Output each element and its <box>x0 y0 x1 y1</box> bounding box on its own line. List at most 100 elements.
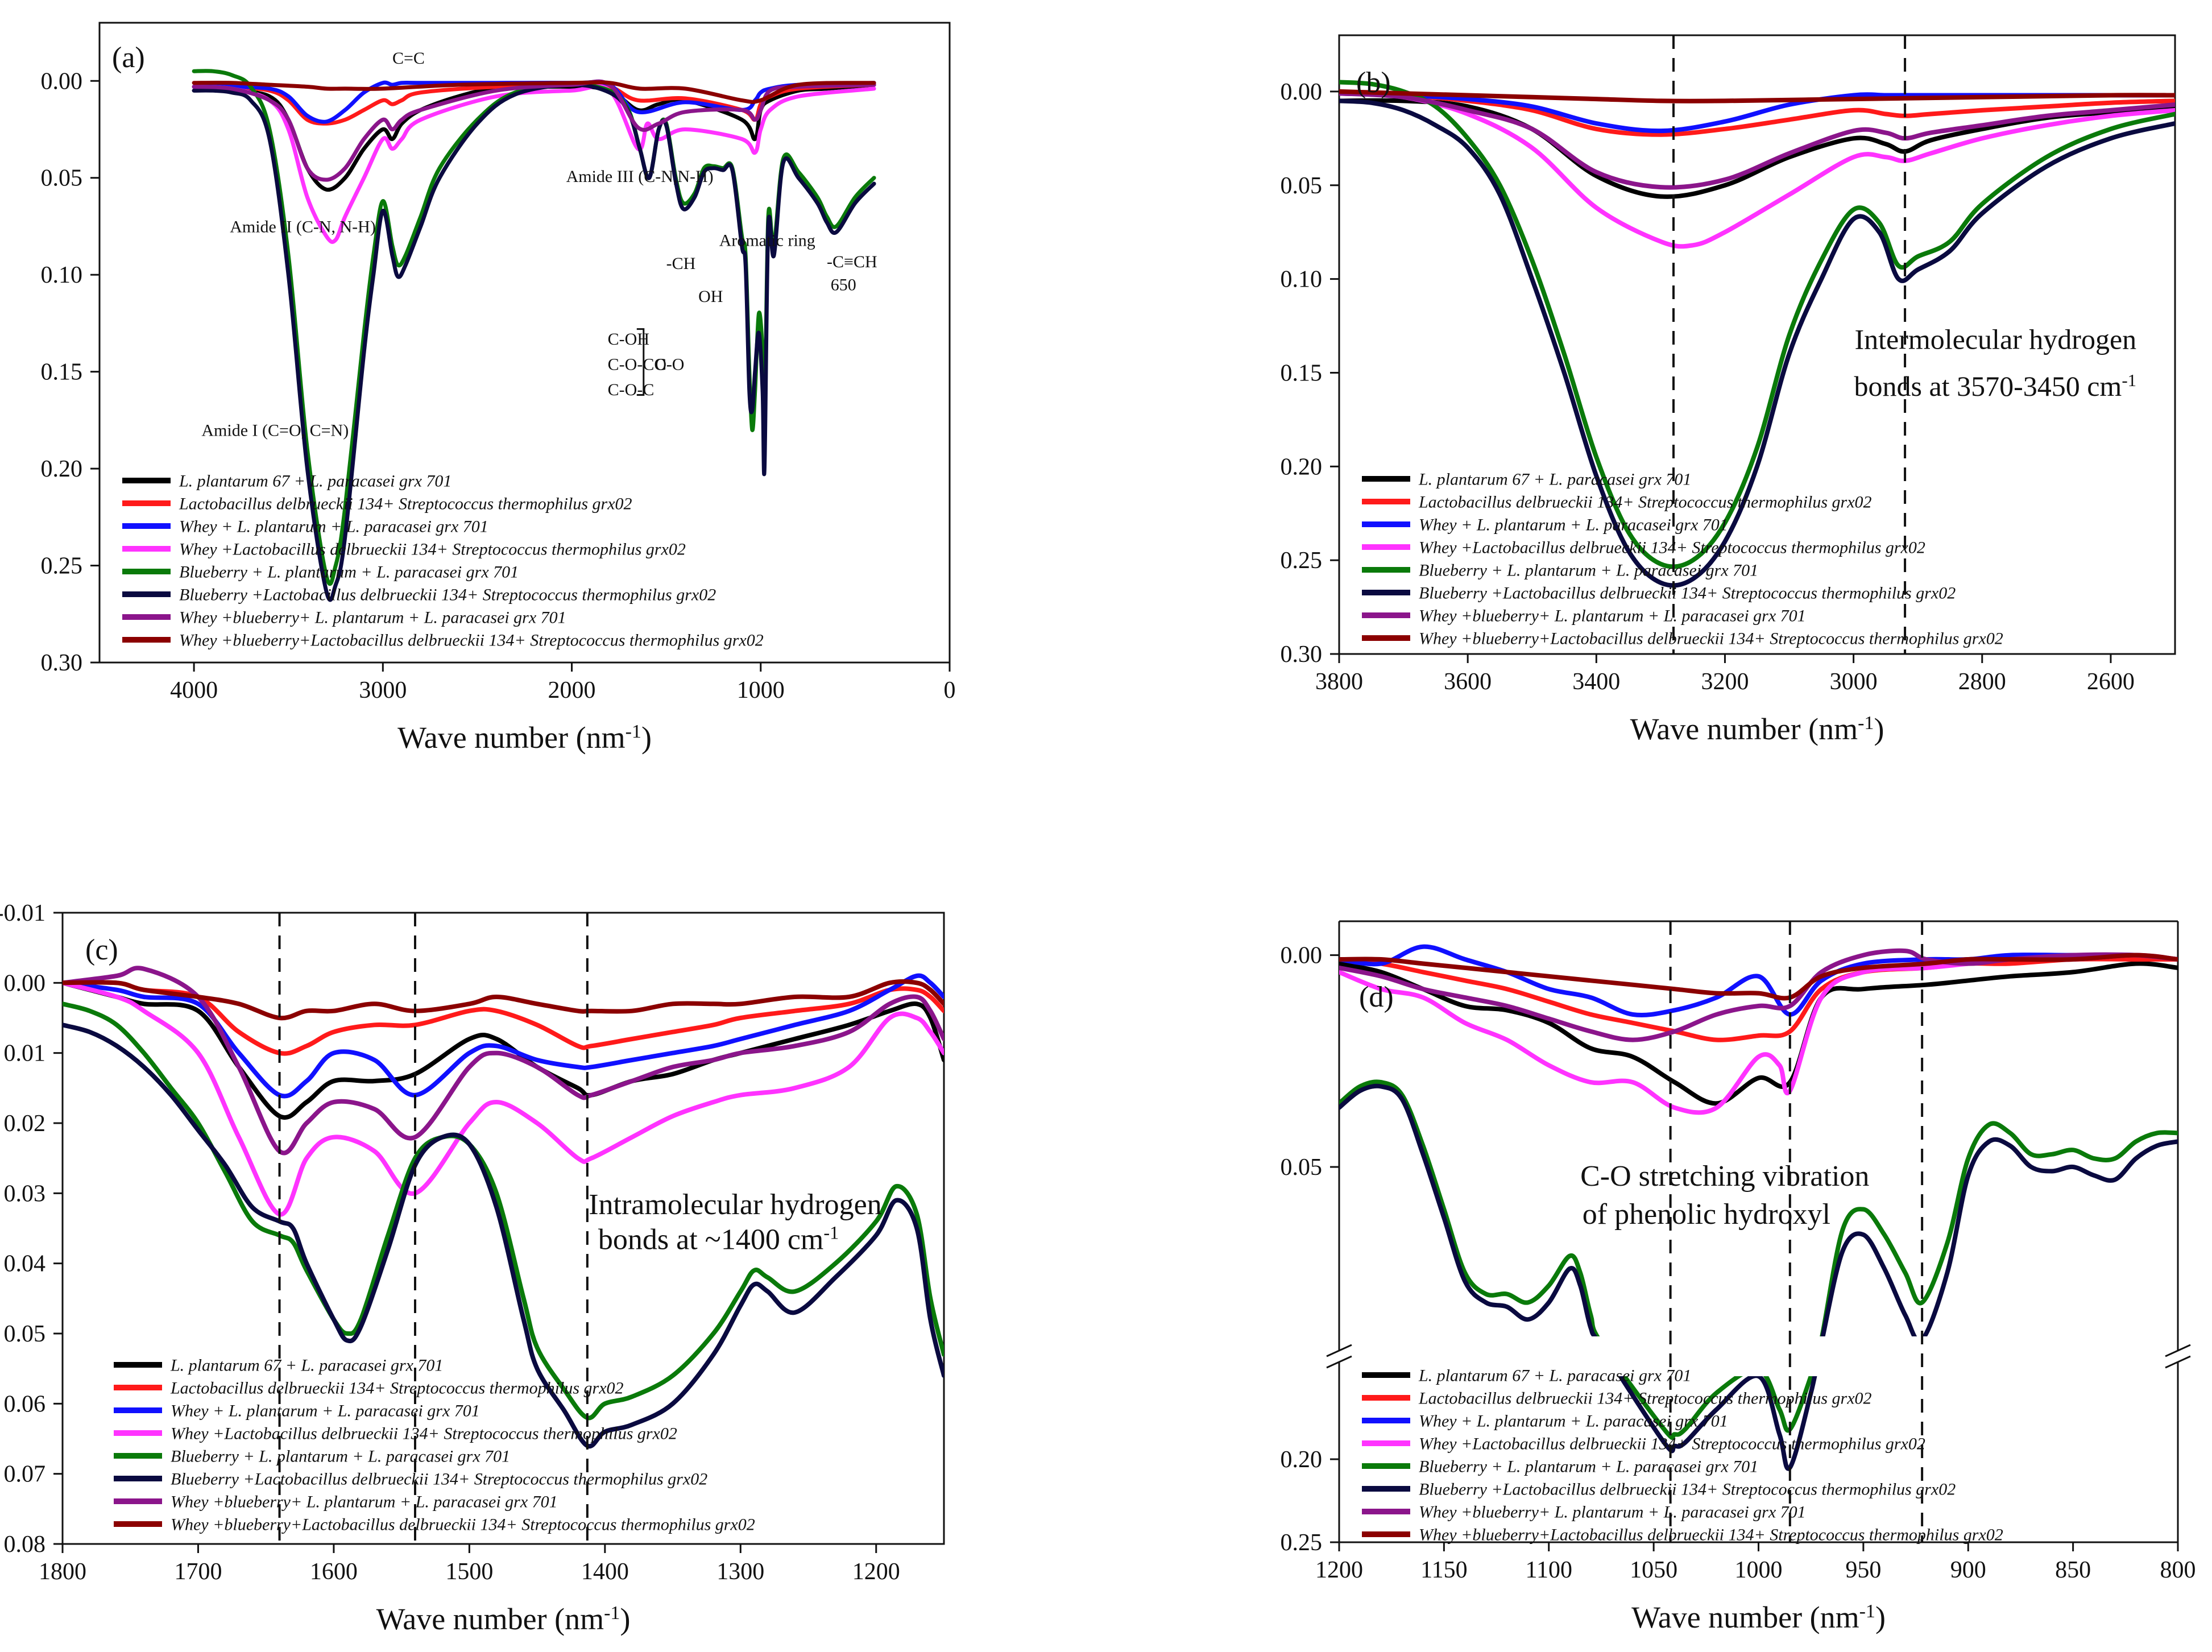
annotation-text: of phenolic hydroxyl <box>1583 1198 1830 1231</box>
series-line <box>63 966 944 1156</box>
axis-break-mark <box>1326 1344 1352 1357</box>
annotation: C-OH <box>608 330 649 349</box>
legend-label: Lactobacillus delbrueckii 134+ Streptoco… <box>170 1379 624 1398</box>
annotation-text: Intramolecular hydrogen <box>589 1189 881 1221</box>
legend-label: Whey +blueberry+Lactobacillus delbruecki… <box>179 631 764 650</box>
legend-label: Whey +blueberry+Lactobacillus delbruecki… <box>1419 1526 2003 1545</box>
x-tick-label: 1000 <box>737 677 785 703</box>
legend-label: Whey +Lactobacillus delbrueckii 134+ Str… <box>179 540 686 559</box>
annotation: C=C <box>392 49 425 68</box>
legend-label: Lactobacillus delbrueckii 134+ Streptoco… <box>1418 493 1872 512</box>
annotation-sup: -1 <box>823 1223 839 1243</box>
annotation-text: Intermolecular hydrogen <box>1855 324 2137 355</box>
y-tick-label: 0.00 <box>1281 79 1323 105</box>
series-line <box>1339 957 2178 1042</box>
x-tick-label: 2000 <box>548 677 596 703</box>
annotation-text: bonds at ~1400 cm <box>598 1224 823 1256</box>
x-tick-label: 0 <box>944 677 956 703</box>
legend-label: Whey +blueberry+ L. plantarum + L. parac… <box>179 608 566 627</box>
y-tick-label: 0.10 <box>1281 267 1323 293</box>
annotation: of phenolic hydroxyl <box>1583 1198 1830 1231</box>
series-line <box>192 84 876 244</box>
series-line <box>192 82 876 602</box>
annotation-text: C-O <box>655 355 685 374</box>
series-line <box>1339 944 2178 1018</box>
y-tick-label: 0.05 <box>41 165 83 192</box>
series-line <box>192 80 876 104</box>
x-tick-label: 1700 <box>174 1559 222 1585</box>
series-line <box>1339 1083 2178 1336</box>
legend-label: Blueberry + L. plantarum + L. paracasei … <box>1419 561 1758 580</box>
y-tick-label: 0.05 <box>1281 1154 1323 1181</box>
x-tick-label: 3200 <box>1701 669 1749 695</box>
panel-c: -0.01 0.00 0.01 0.02 0.03 0.04 0.05 0.06 0.07 0.0… <box>0 900 945 1636</box>
x-tick-label: 1050 <box>1630 1557 1677 1583</box>
series-group <box>1339 944 2178 1336</box>
x-tick-label: 1100 <box>1526 1557 1572 1583</box>
y-tick-label: 0.00 <box>1281 943 1323 969</box>
x-axis-label-close: ) <box>1875 1600 1886 1634</box>
plot-frame <box>98 22 951 664</box>
annotation-text: C-O-CO- <box>608 355 672 374</box>
y-tick-label: 0.20 <box>1281 1447 1323 1473</box>
x-tick-label: 1800 <box>39 1559 86 1585</box>
y-tick-label: 0.30 <box>41 650 83 676</box>
y-tick-label: 0.04 <box>4 1251 46 1277</box>
annotation-text: C-OH <box>608 330 649 349</box>
annotation: Amide II (C-N, N-H) <box>230 217 376 236</box>
legend-label: Whey + L. plantarum + L. paracasei grx 7… <box>179 517 488 536</box>
x-axis-label-main: Wave number (nm <box>376 1602 604 1636</box>
x-axis-label-sup: -1 <box>604 1603 620 1624</box>
series-line <box>1339 89 2175 103</box>
legend-label: Whey +Lactobacillus delbrueckii 134+ Str… <box>1419 539 1925 557</box>
legend-label: Whey + L. plantarum + L. paracasei grx 7… <box>1419 1412 1728 1431</box>
legend-label: L. plantarum 67 + L. paracasei grx 701 <box>170 1356 443 1375</box>
y-tick-label: 0.30 <box>1281 641 1323 668</box>
annotation: bonds at ~1400 cm-1 <box>598 1223 839 1256</box>
y-tick-label: 0.03 <box>4 1181 46 1207</box>
legend-label: Whey +blueberry+ L. plantarum + L. parac… <box>1419 1503 1806 1522</box>
x-tick-label: 3800 <box>1315 669 1363 695</box>
y-tick-label: 0.05 <box>1281 173 1323 199</box>
series-line <box>1339 98 2175 199</box>
x-axis-label-close: ) <box>641 721 652 755</box>
x-tick-label: 1400 <box>581 1559 629 1585</box>
annotation: 650 <box>831 276 856 295</box>
series-line <box>1621 1376 1813 1440</box>
x-axis-label-main: Wave number (nm <box>397 721 626 755</box>
annotation-text: 650 <box>831 276 856 295</box>
series-line <box>1617 1376 1817 1471</box>
series-line <box>63 979 944 1021</box>
y-tick-label: 0.25 <box>1281 548 1323 574</box>
annotation-text: OH <box>698 287 723 306</box>
annotation: C-O stretching vibration <box>1580 1160 1869 1193</box>
annotation: OH <box>698 287 723 306</box>
annotation-text: Aromatic ring <box>719 231 815 250</box>
annotation: -CH <box>666 254 696 273</box>
y-tick-label: 0.02 <box>4 1111 46 1137</box>
annotation-text: -CH <box>666 254 696 273</box>
legend-label: Whey +blueberry+Lactobacillus delbruecki… <box>1419 630 2003 648</box>
annotation-text: Amide I (C=O, C=N) <box>201 421 349 440</box>
x-tick-label: 1200 <box>1315 1557 1363 1583</box>
annotation-text: Amide II (C-N, N-H) <box>230 217 376 236</box>
annotation-text: C-O-C <box>608 380 655 399</box>
y-tick-label: 0.20 <box>1281 454 1323 480</box>
panel-label: (b) <box>1356 67 1391 99</box>
legend-label: L. plantarum 67 + L. paracasei grx 701 <box>1418 470 1691 489</box>
annotation-text: Amide III (C-N,N-H) <box>566 167 714 186</box>
x-tick-label: 1300 <box>716 1559 764 1585</box>
legend-label: Lactobacillus delbrueckii 134+ Streptoco… <box>179 495 632 514</box>
x-tick-label: 1200 <box>852 1559 900 1585</box>
series-line <box>63 980 944 1056</box>
legend-label: L. plantarum 67 + L. paracasei grx 701 <box>1418 1367 1691 1385</box>
annotation-text: -C≡CH <box>827 252 877 271</box>
panel-label: (a) <box>112 42 145 74</box>
series-line <box>63 1001 944 1421</box>
annotation: bonds at 3570-3450 cm-1 <box>1854 370 2137 403</box>
x-tick-label: 3000 <box>359 677 407 703</box>
annotation: Intermolecular hydrogen <box>1855 324 2137 355</box>
y-tick-label: 0.00 <box>4 970 46 996</box>
x-axis-label-sup: -1 <box>626 721 641 742</box>
